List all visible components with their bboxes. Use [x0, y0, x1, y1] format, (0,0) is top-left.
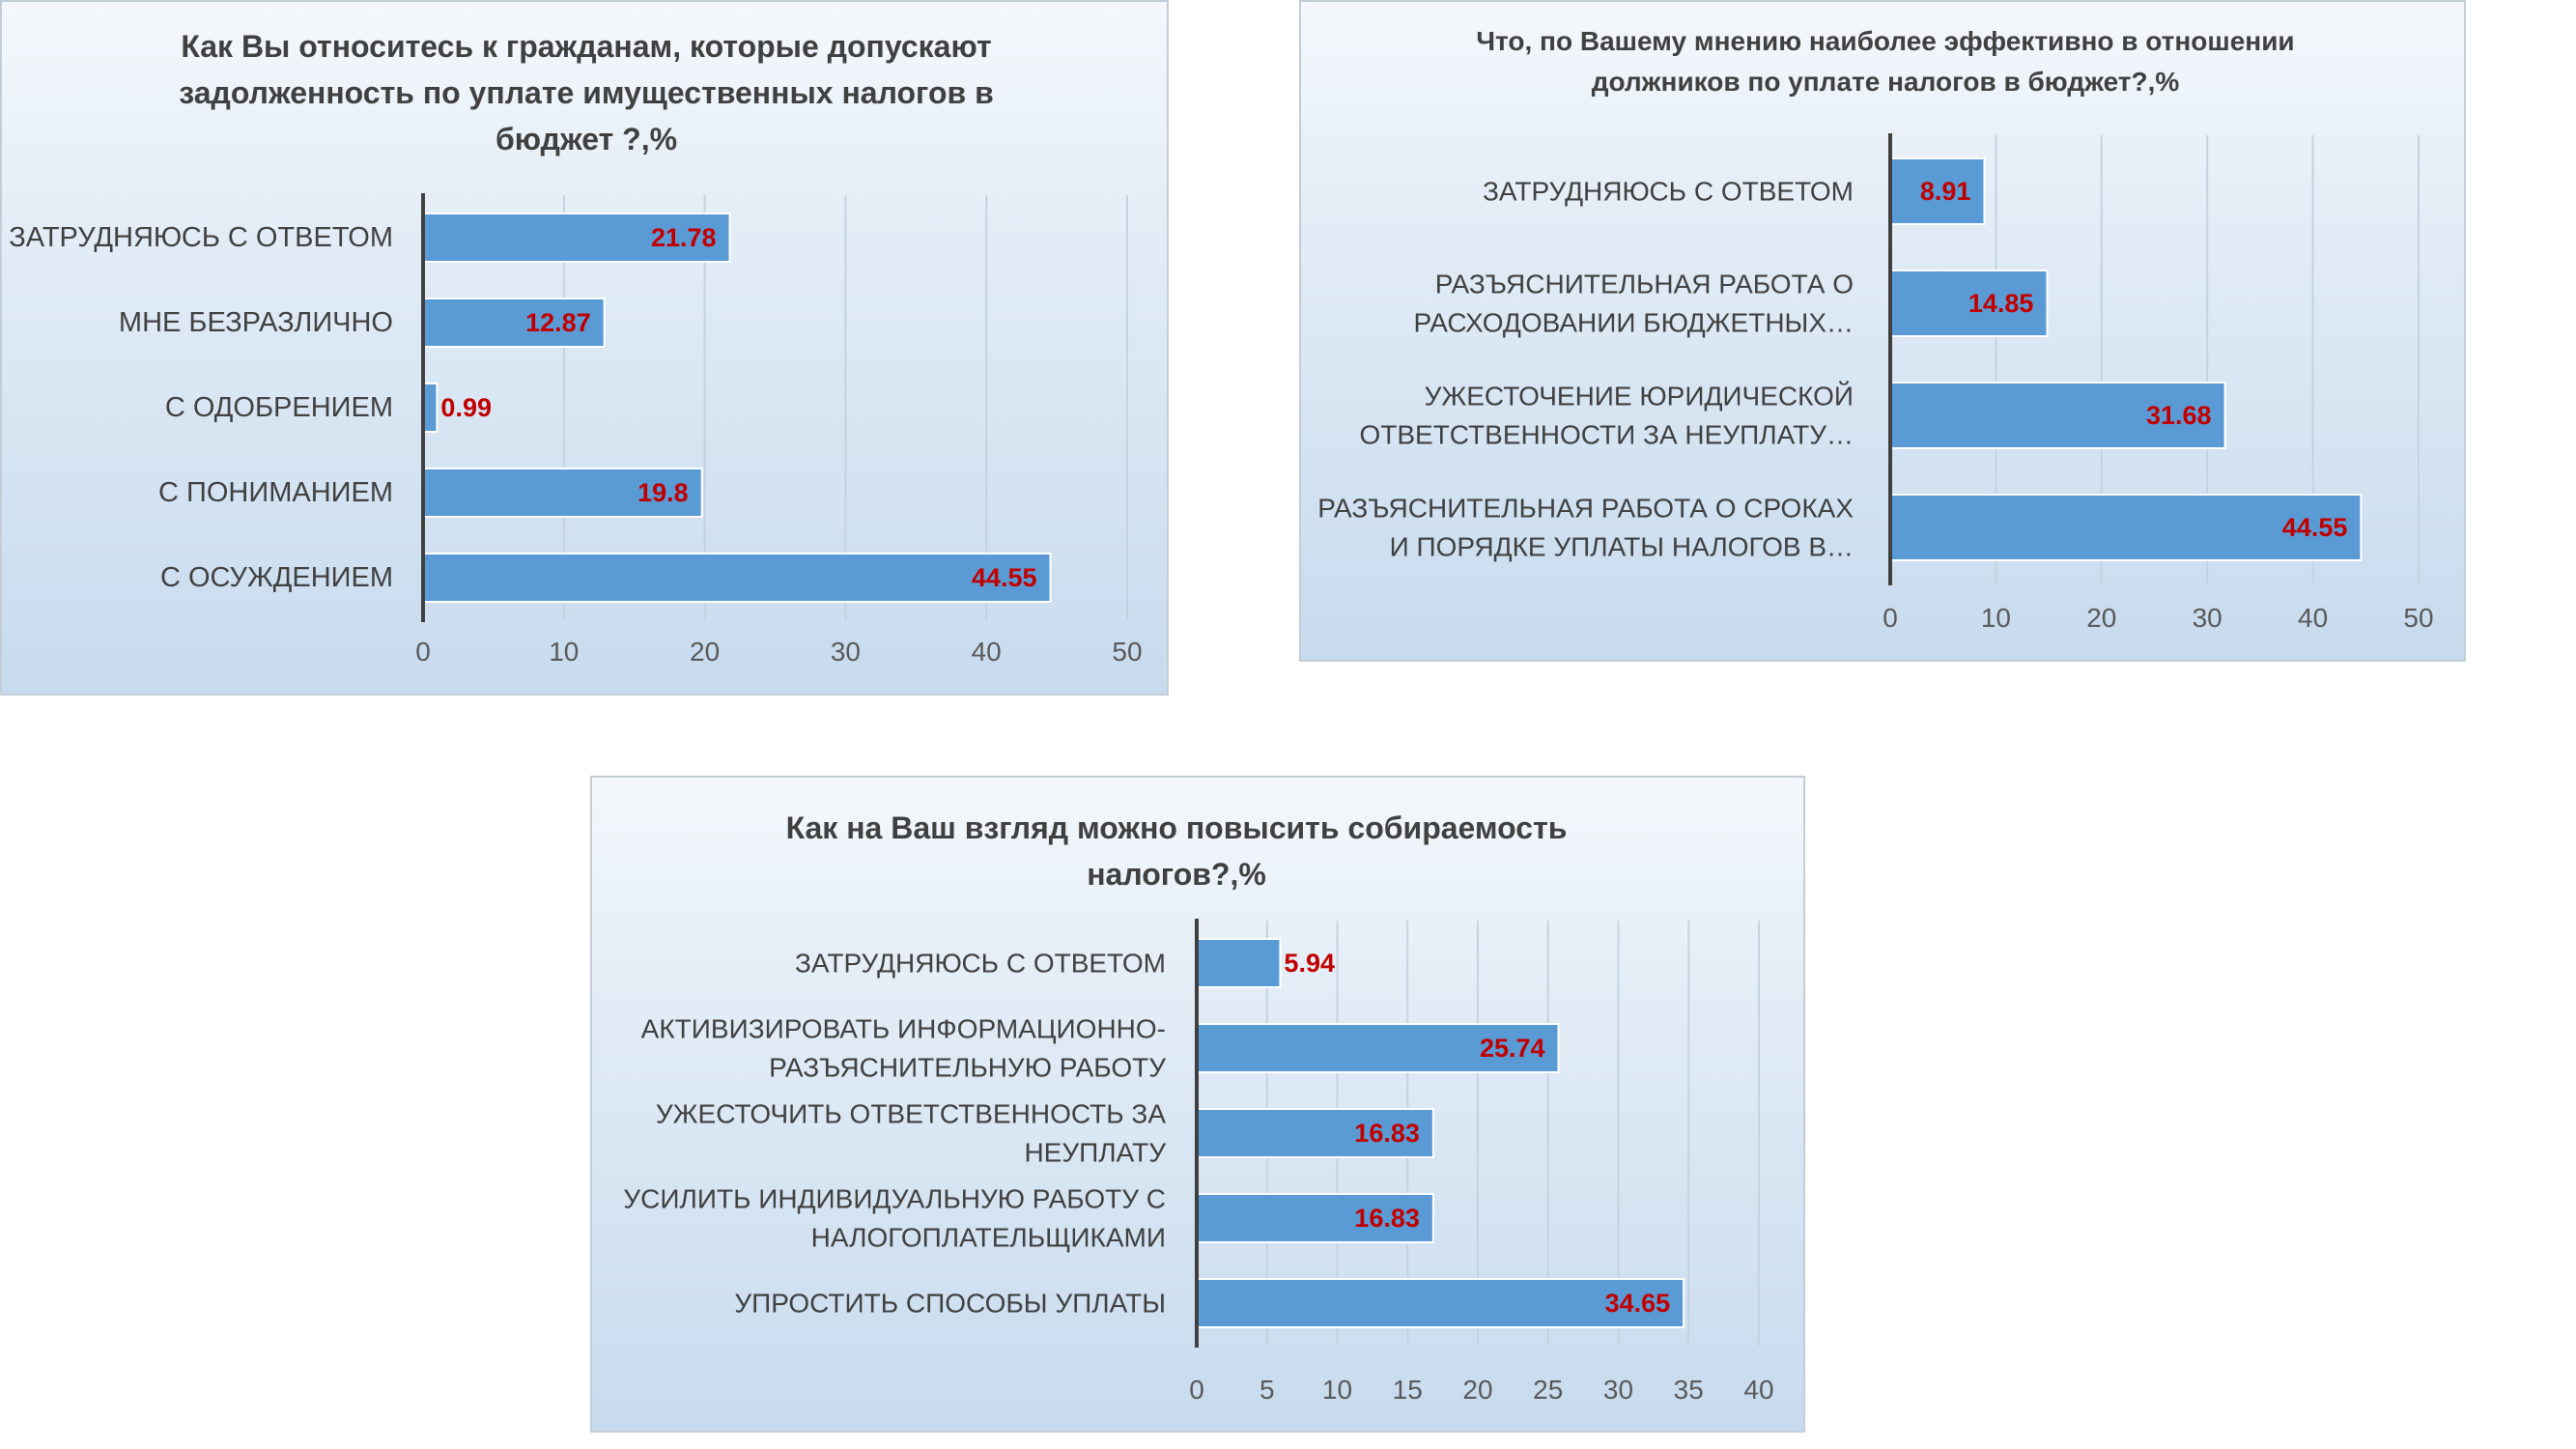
category-label-line: ЗАТРУДНЯЮСЬ С ОТВЕТОМ	[795, 949, 1166, 979]
tick-label: 30	[1603, 1375, 1633, 1405]
data-label: 8.91	[1920, 177, 1971, 206]
bar	[422, 213, 731, 263]
category-label: УСИЛИТЬ ИНДИВИДУАЛЬНУЮ РАБОТУ С НАЛОГОПЛА…	[623, 1184, 1166, 1253]
category-label-line: РАЗЪЯСНИТЕЛЬНУЮ РАБОТУ	[769, 1053, 1166, 1083]
tick-label: 0	[415, 637, 431, 667]
data-label: 34.65	[1605, 1289, 1671, 1318]
tick-label: 15	[1393, 1375, 1423, 1405]
data-label: 5.94	[1284, 949, 1335, 978]
data-label: 19.8	[637, 478, 689, 507]
data-label: 16.83	[1354, 1204, 1420, 1233]
chart-title: Как на Ваш взгляд можно повысить собирае…	[785, 810, 1568, 892]
tick-label: 0	[1189, 1375, 1204, 1405]
category-label-line: МНЕ БЕЗРАЗЛИЧНО	[119, 307, 393, 338]
category-label: МНЕ БЕЗРАЗЛИЧНО	[119, 307, 393, 338]
category-label-line: С ПОНИМАНИЕМ	[158, 477, 393, 508]
category-label-line: НАЛОГОПЛАТЕЛЬЩИКАМИ	[811, 1223, 1166, 1253]
bar	[1196, 1108, 1434, 1158]
data-label: 25.74	[1480, 1034, 1545, 1063]
tick-label: 5	[1260, 1375, 1275, 1405]
chart-plot: 5.94 ЗАТРУДНЯЮСЬ С ОТВЕТОМ 25.74 АКТИВИЗИРО…	[623, 919, 1774, 1405]
tick-label: 35	[1674, 1375, 1704, 1405]
data-label: 44.55	[972, 563, 1037, 592]
category-label: УЖЕСТОЧЕНИЕ ЮРИДИЧЕСКОЙ ОТВЕТСТВЕННОСТИ З…	[1359, 382, 1854, 450]
data-label: 31.68	[2146, 401, 2212, 430]
tick-label: 0	[1882, 603, 1898, 633]
category-label: УЖЕСТОЧИТЬ ОТВЕТСТВЕННОСТЬ ЗА НЕУПЛАТУ	[656, 1099, 1166, 1168]
tick-label: 40	[1743, 1375, 1773, 1405]
category-label: РАЗЪЯСНИТЕЛЬНАЯ РАБОТА О РАСХОДОВАНИИ БЮД…	[1413, 270, 1854, 338]
category-label-line: РАЗЪЯСНИТЕЛЬНАЯ РАБОТА О	[1435, 270, 1854, 299]
tick-label: 10	[549, 637, 579, 667]
category-label: УПРОСТИТЬ СПОСОБЫ УПЛАТЫ	[734, 1289, 1166, 1319]
chart-panel-1: Как Вы относитесь к гражданам, которые д…	[0, 0, 1169, 696]
category-label-line: РАСХОДОВАНИИ БЮДЖЕТНЫХ…	[1413, 308, 1854, 338]
tick-label: 20	[2086, 603, 2116, 633]
category-label-line: УСИЛИТЬ ИНДИВИДУАЛЬНУЮ РАБОТУ С	[623, 1184, 1166, 1214]
data-label: 12.87	[525, 308, 591, 337]
category-label-line: УЖЕСТОЧЕНИЕ ЮРИДИЧЕСКОЙ	[1425, 382, 1854, 412]
tick-label: 30	[831, 637, 861, 667]
data-label: 21.78	[651, 223, 717, 252]
category-label-line: ЗАТРУДНЯЮСЬ С ОТВЕТОМ	[9, 222, 393, 253]
category-label: С ПОНИМАНИЕМ	[158, 477, 393, 508]
tick-label: 10	[1981, 603, 2011, 633]
category-label: РАЗЪЯСНИТЕЛЬНАЯ РАБОТА О СРОКАХ И ПОРЯДКЕ…	[1317, 494, 1854, 562]
bar	[1889, 494, 2363, 561]
data-label: 44.55	[2282, 513, 2348, 542]
bar	[422, 553, 1052, 603]
category-label-line: УЖЕСТОЧИТЬ ОТВЕТСТВЕННОСТЬ ЗА	[656, 1099, 1166, 1129]
tick-label: 25	[1533, 1375, 1563, 1405]
category-label-line: И ПОРЯДКЕ УПЛАТЫ НАЛОГОВ В…	[1390, 532, 1854, 562]
category-label: ЗАТРУДНЯЮСЬ С ОТВЕТОМ	[9, 222, 393, 253]
chart-title: Что, по Вашему мнению наиболее эффективн…	[1476, 26, 2295, 97]
data-label: 16.83	[1354, 1119, 1420, 1148]
tick-label: 30	[2193, 603, 2222, 633]
chart-plot: 8.91 ЗАТРУДНЯЮСЬ С ОТВЕТОМ 14.85 РАЗЪЯСНИТЕ…	[1317, 133, 2434, 633]
category-label-line: С ОДОБРЕНИЕМ	[165, 392, 393, 423]
bar	[422, 383, 439, 433]
bar	[422, 468, 703, 518]
category-label-line: ОТВЕТСТВЕННОСТИ ЗА НЕУПЛАТУ…	[1359, 420, 1854, 450]
category-label-line: УПРОСТИТЬ СПОСОБЫ УПЛАТЫ	[734, 1289, 1166, 1319]
chart-panel-3: Как на Ваш взгляд можно повысить собирае…	[590, 776, 1805, 1433]
tick-label: 20	[1462, 1375, 1492, 1405]
data-label: 14.85	[1968, 289, 2034, 318]
tick-label: 10	[1322, 1375, 1352, 1405]
bar	[1889, 270, 2049, 337]
category-label: С ОСУЖДЕНИЕМ	[160, 562, 393, 593]
bar	[1889, 382, 2226, 449]
category-label: ЗАТРУДНЯЮСЬ С ОТВЕТОМ	[1483, 177, 1854, 207]
chart-plot: 21.78 ЗАТРУДНЯЮСЬ С ОТВЕТОМ 12.87 МНЕ БЕЗРА…	[9, 193, 1143, 667]
category-label: С ОДОБРЕНИЕМ	[165, 392, 393, 423]
tick-label: 50	[2403, 603, 2433, 633]
tick-label: 40	[2298, 603, 2328, 633]
category-label: АКТИВИЗИРОВАТЬ ИНФОРМАЦИОННО- РАЗЪЯСНИТЕЛ…	[641, 1014, 1167, 1083]
tick-label: 50	[1112, 637, 1142, 667]
tick-label: 40	[972, 637, 1002, 667]
bar	[1196, 938, 1282, 988]
category-label-line: С ОСУЖДЕНИЕМ	[160, 562, 393, 593]
chart-panel-2: Что, по Вашему мнению наиболее эффективн…	[1299, 0, 2466, 662]
bar	[1889, 157, 1986, 225]
category-label-line: РАЗЪЯСНИТЕЛЬНАЯ РАБОТА О СРОКАХ	[1317, 494, 1854, 524]
category-label-line: ЗАТРУДНЯЮСЬ С ОТВЕТОМ	[1483, 177, 1854, 207]
tick-label: 20	[690, 637, 720, 667]
data-label: 0.99	[440, 393, 492, 422]
category-label-line: НЕУПЛАТУ	[1024, 1138, 1166, 1168]
category-label: ЗАТРУДНЯЮСЬ С ОТВЕТОМ	[795, 949, 1166, 979]
chart-title: Как Вы относитесь к гражданам, которые д…	[179, 29, 994, 156]
bar	[1196, 1193, 1434, 1243]
category-label-line: АКТИВИЗИРОВАТЬ ИНФОРМАЦИОННО-	[641, 1014, 1166, 1044]
